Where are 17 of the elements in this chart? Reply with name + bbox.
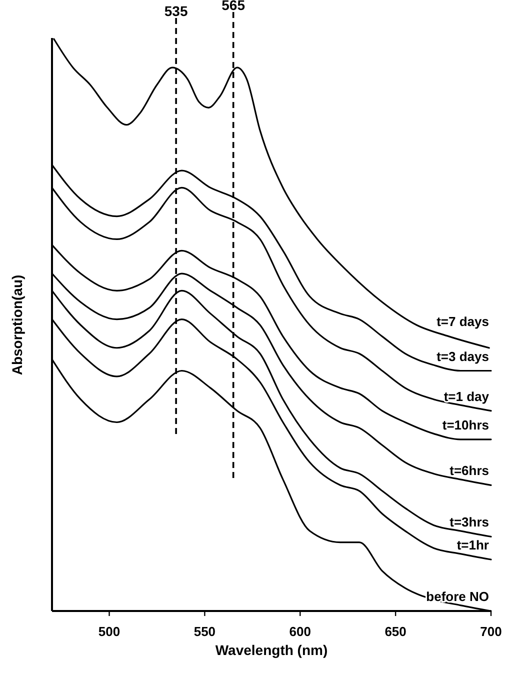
x-tick-label: 650: [384, 624, 406, 639]
ref-line-label: 535: [164, 3, 188, 19]
x-axis-title: Wavelength (nm): [215, 642, 328, 658]
y-axis-title: Absorption(au): [9, 274, 25, 376]
ref-line-label: 565: [222, 0, 246, 13]
x-tick-label: 600: [289, 624, 311, 639]
series-label: t=6hrs: [450, 463, 489, 478]
series-label: t=3 days: [436, 348, 489, 364]
series-label: t=3hrs: [450, 514, 489, 530]
x-tick-label: 700: [480, 624, 502, 639]
series-label: before NO: [426, 589, 489, 604]
series-label: t=10hrs: [442, 417, 489, 432]
x-tick-label: 500: [98, 624, 120, 639]
x-tick-label: 550: [194, 624, 216, 639]
series-label: t=7 days: [436, 314, 489, 329]
series-label: t=1 day: [444, 388, 490, 404]
series-label: t=1hr: [456, 538, 489, 553]
